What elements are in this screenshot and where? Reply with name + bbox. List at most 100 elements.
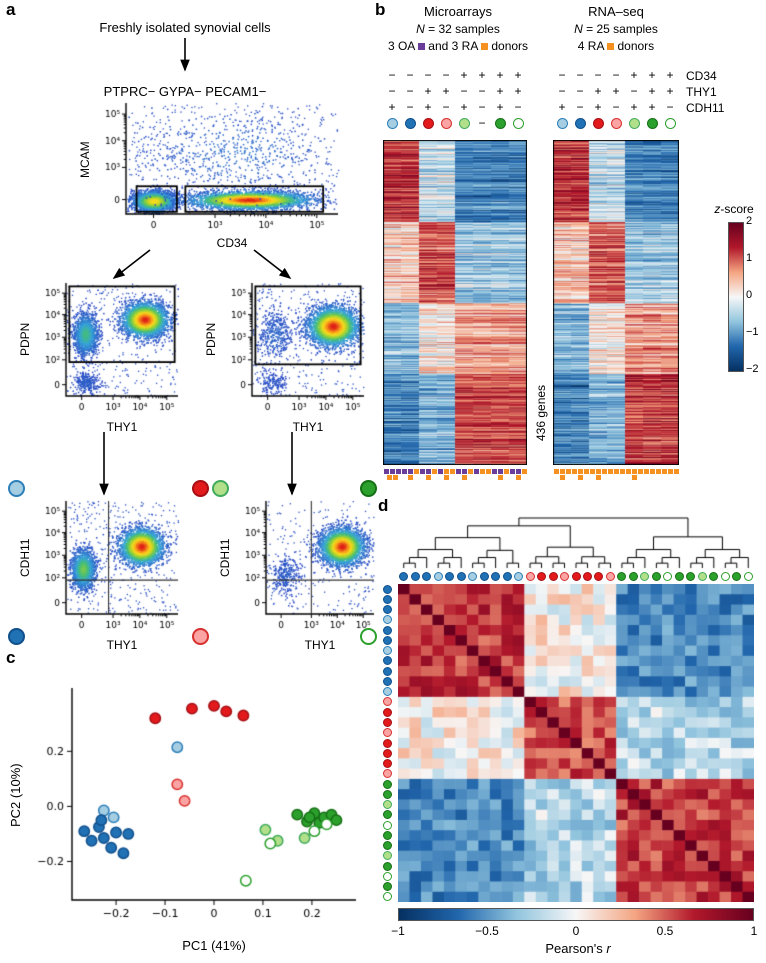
sample-circle-lightgreen (697, 572, 707, 581)
donor-square-column (643, 469, 661, 480)
flow-canvas-cdh11-thy1-right (232, 498, 378, 638)
marker-sign-row: + − + − + + − (553, 100, 679, 116)
no-population-dash: − (478, 116, 486, 130)
zscore-tick: −1 (746, 326, 759, 338)
donor-square-column (401, 469, 419, 480)
sample-circle-green (383, 861, 392, 871)
population-circle-red (592, 118, 604, 130)
population-marker-lightblue (8, 480, 25, 497)
donor-square-orange (661, 469, 667, 474)
sample-circle-blue (383, 635, 392, 645)
sample-circle-green (383, 779, 392, 789)
sample-circles-left (382, 584, 394, 902)
sample-circle-red (548, 572, 558, 581)
donor-square-purple (407, 469, 413, 474)
flow-canvas-pdpn-thy1-left (32, 280, 182, 420)
donor-square-orange (515, 475, 521, 480)
panel-c-label: c (6, 648, 16, 667)
marker-sign: − (558, 68, 566, 82)
donor-square-column (383, 469, 401, 480)
marker-sign: + (666, 68, 674, 82)
panel-a-title: Freshly isolated synovial cells (99, 20, 271, 35)
sample-circle-green (383, 841, 392, 851)
sample-circle-blue (383, 605, 392, 615)
sample-circle-green (732, 572, 742, 581)
population-circle-green (646, 118, 658, 130)
sample-circle-red (383, 738, 392, 748)
oa-donor-swatch (418, 42, 426, 50)
marker-sign: + (594, 84, 602, 98)
donor-square-orange (631, 475, 637, 480)
flow-plot-mcam-cd34: MCAM CD34 (78, 100, 342, 254)
sample-circle-green (628, 572, 638, 581)
sample-circle-lightblue (468, 572, 478, 581)
donor-square-orange (497, 475, 503, 480)
donor-square-orange (619, 469, 625, 474)
donor-square-orange (479, 469, 485, 474)
zscore-tick: 2 (746, 215, 753, 227)
marker-sign: + (460, 100, 468, 114)
arrow-gate2-to-pdpn-right (253, 249, 292, 279)
population-circle-blue (574, 118, 586, 130)
donor-square-orange (667, 469, 673, 474)
sample-circle-green (617, 572, 627, 581)
panel-d-label: d (378, 496, 389, 515)
population-circle-cell (455, 116, 473, 132)
marker-sign: + (630, 100, 638, 114)
arrow-gate1-to-pdpn-left (112, 249, 151, 279)
y-axis-label-cdh11: CDH11 (18, 538, 32, 577)
sample-circle-blue (491, 572, 501, 581)
genes-count-label: 436 genes (534, 384, 548, 441)
donor-square-orange (577, 469, 583, 474)
population-circle-cell (419, 116, 437, 132)
donor-square-column (419, 469, 437, 480)
marker-sign: − (514, 100, 522, 114)
donor-square-column (491, 469, 509, 480)
population-marker-red (192, 480, 209, 497)
donor-square-orange (559, 469, 565, 474)
population-circle-cell (661, 116, 679, 132)
microarray-title: Microarrays (424, 4, 492, 19)
marker-sign-row: − − − − + + + + (383, 68, 527, 84)
pearson-colorbar (398, 908, 754, 921)
marker-sign: + (460, 68, 468, 82)
marker-sign: − (478, 84, 486, 98)
marker-sign: + (496, 84, 504, 98)
donor-square-purple (437, 469, 443, 474)
y-axis-label-pdpn: PDPN (204, 322, 218, 357)
population-marker-green (360, 480, 377, 497)
population-circle-pink (610, 118, 622, 130)
donor-square-orange (413, 469, 419, 474)
donor-square-orange (673, 469, 679, 474)
sample-circle-pink (560, 572, 570, 581)
population-circle-blue (404, 118, 416, 130)
marker-sign: − (478, 100, 486, 114)
donor-square-purple (491, 469, 497, 474)
correlation-heatmap (398, 584, 754, 902)
sample-circle-blue (383, 625, 392, 635)
donor-square-orange (553, 469, 559, 474)
marker-sign-row: − − + + − − + + (383, 84, 527, 100)
marker-sign-row: − − + + − + + (553, 84, 679, 100)
sample-circle-pink (525, 572, 535, 581)
rnaseq-donor-legend: 4 RA donors (550, 39, 682, 53)
rnaseq-n: N = 25 samples (574, 22, 658, 36)
sample-circle-lightgreen (383, 851, 392, 861)
marker-sign: − (576, 68, 584, 82)
donor-square-purple (455, 469, 461, 474)
rnaseq-donor-squares (553, 469, 679, 480)
marker-sign: − (388, 84, 396, 98)
marker-sign: + (478, 68, 486, 82)
marker-sign: − (594, 68, 602, 82)
ra-donor-swatch (481, 42, 489, 50)
flow-plot-pdpn-thy1-left: PDPN THY1 (18, 280, 182, 436)
marker-sign: + (442, 84, 450, 98)
sample-circle-red (537, 572, 547, 581)
sample-circle-blue (383, 584, 392, 594)
donor-square-orange (407, 475, 413, 480)
sample-circle-lightgreen (383, 800, 392, 810)
sample-circle-lightblue (383, 646, 392, 656)
donor-square-column (455, 469, 473, 480)
donor-square-orange (643, 469, 649, 474)
